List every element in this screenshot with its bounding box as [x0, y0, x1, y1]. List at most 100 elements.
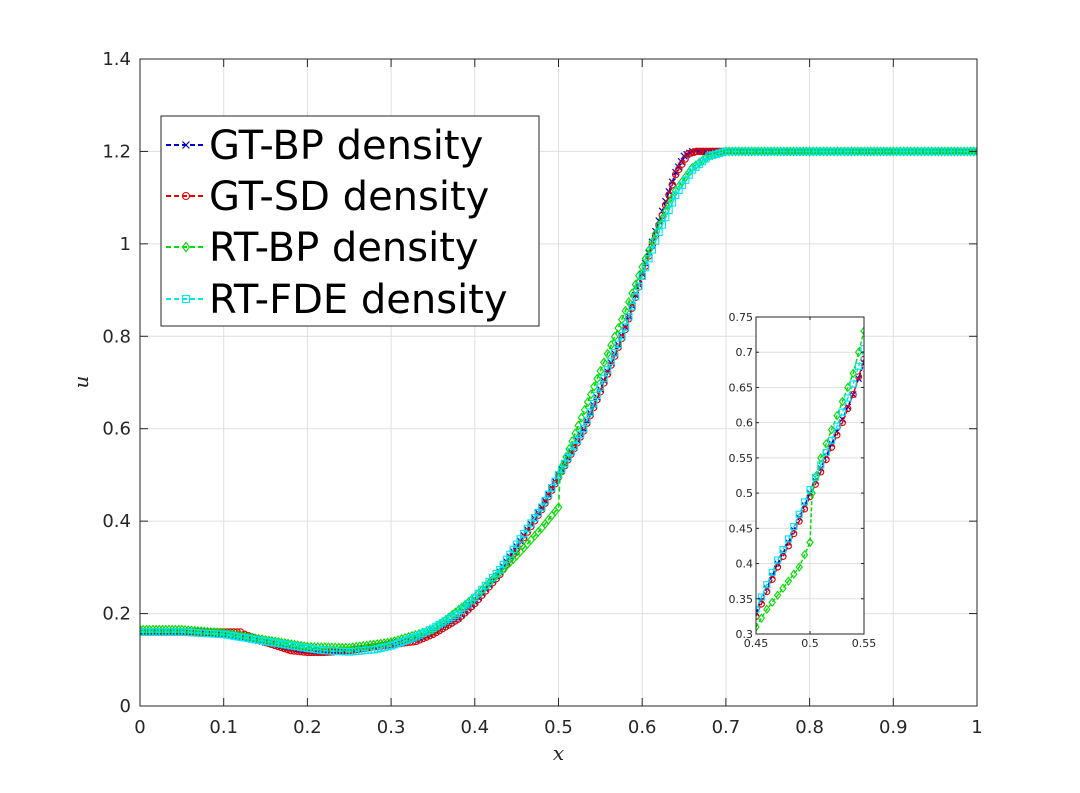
main-marker-rt-bp-density	[957, 146, 965, 157]
main-marker-rt-bp-density	[645, 245, 653, 256]
main-marker-rt-bp-density	[802, 146, 811, 157]
main-marker-rt-bp-density	[953, 146, 962, 157]
main-marker-rt-bp-density	[833, 146, 842, 157]
inset-marker-rt-bp-density	[756, 622, 760, 632]
inset-marker-rt-fde-density	[817, 461, 825, 469]
main-marker-rt-bp-density	[870, 146, 878, 157]
inset-marker-rt-fde-density	[795, 510, 803, 518]
main-marker-rt-bp-density	[853, 146, 862, 157]
main-marker-rt-bp-density	[950, 146, 959, 157]
inset-marker-gt-sd-density	[790, 530, 798, 538]
inset-y-tick-label: 0.7	[736, 346, 754, 359]
main-marker-rt-bp-density	[927, 146, 936, 157]
main-marker-rt-fde-density	[641, 263, 650, 272]
main-marker-rt-bp-density	[812, 146, 821, 157]
main-marker-rt-bp-density	[816, 146, 824, 157]
main-y-tick-label: 0.2	[102, 604, 131, 625]
main-x-tick-label: 1	[971, 717, 982, 738]
inset-x-tick-label: 0.55	[852, 637, 877, 650]
main-y-tick-label: 1.2	[102, 141, 131, 162]
main-marker-rt-bp-density	[757, 146, 766, 157]
main-marker-rt-fde-density	[621, 323, 630, 331]
inset-marker-gt-bp-density	[756, 609, 760, 617]
inset-series-layer	[756, 326, 864, 632]
main-marker-rt-bp-density	[920, 146, 929, 157]
main-y-tick-label: 0.4	[102, 511, 131, 532]
inset-marker-rt-bp-density	[860, 326, 864, 336]
main-marker-rt-bp-density	[876, 146, 885, 157]
main-marker-rt-bp-density	[458, 602, 466, 613]
inset-marker-rt-fde-density	[849, 380, 857, 388]
main-marker-rt-bp-density	[744, 146, 753, 157]
main-marker-rt-bp-density	[882, 146, 891, 157]
main-marker-rt-bp-density	[641, 253, 650, 264]
legend-label: GT-SD density	[209, 174, 489, 220]
main-marker-rt-bp-density	[429, 624, 437, 635]
main-marker-rt-bp-density	[763, 146, 772, 157]
main-marker-rt-bp-density	[966, 146, 975, 157]
main-marker-rt-bp-density	[747, 146, 756, 157]
main-marker-rt-bp-density	[860, 146, 869, 157]
legend-label: RT-FDE density	[209, 277, 508, 323]
main-marker-rt-bp-density	[738, 146, 746, 157]
inset-marker-rt-fde-density	[822, 449, 830, 457]
inset-marker-rt-fde-density	[757, 593, 765, 601]
inset-marker-rt-bp-density	[849, 368, 857, 379]
main-marker-rt-bp-density	[809, 146, 817, 157]
main-marker-rt-bp-density	[767, 146, 775, 157]
main-marker-rt-bp-density	[960, 146, 969, 157]
main-marker-rt-bp-density	[805, 146, 814, 157]
main-x-tick-label: 0.4	[460, 717, 489, 738]
main-marker-rt-bp-density	[847, 146, 856, 157]
inset-marker-gt-sd-density	[833, 431, 841, 439]
main-marker-rt-fde-density	[596, 383, 605, 391]
main-marker-rt-bp-density	[844, 146, 852, 157]
main-marker-rt-bp-density	[355, 641, 364, 652]
inset-marker-rt-fde-density	[801, 498, 809, 506]
main-marker-rt-bp-density	[750, 146, 759, 157]
inset-x-tick-label: 0.45	[744, 637, 769, 650]
main-marker-rt-bp-density	[770, 146, 779, 157]
main-marker-rt-bp-density	[886, 146, 894, 157]
main-marker-rt-bp-density	[819, 146, 828, 157]
main-marker-rt-bp-density	[754, 146, 762, 157]
main-marker-rt-bp-density	[779, 146, 788, 157]
main-marker-rt-fde-density	[603, 366, 612, 374]
legend-box	[160, 115, 540, 327]
legend-swatch-marker	[181, 294, 191, 304]
inset-y-tick-label: 0.5	[736, 487, 754, 500]
main-marker-rt-fde-density	[593, 391, 601, 400]
main-marker-rt-bp-density	[857, 146, 866, 157]
y-axis-label: u	[69, 376, 93, 389]
main-marker-rt-bp-density	[823, 146, 831, 157]
main-marker-rt-bp-density	[866, 146, 875, 157]
main-series-layer	[140, 146, 977, 657]
main-marker-rt-bp-density	[830, 146, 838, 157]
main-marker-rt-fde-density	[661, 213, 670, 222]
legend-item-gt-sd-density: GT-SD density	[166, 174, 489, 220]
main-marker-rt-bp-density	[906, 146, 915, 157]
main-x-tick-label: 0.8	[795, 717, 824, 738]
main-marker-rt-fde-density	[610, 349, 619, 357]
main-marker-rt-fde-density	[607, 357, 615, 366]
main-marker-rt-bp-density	[658, 213, 667, 224]
inset-marker-rt-bp-density	[800, 549, 809, 560]
main-marker-gt-bp-density	[548, 484, 556, 492]
main-marker-rt-bp-density	[937, 146, 946, 157]
inset-marker-rt-bp-density	[806, 537, 814, 548]
main-marker-rt-bp-density	[786, 146, 795, 157]
main-marker-rt-bp-density	[931, 146, 940, 157]
main-marker-rt-bp-density	[873, 146, 882, 157]
inset-marker-rt-fde-density	[774, 556, 782, 564]
main-marker-rt-bp-density	[863, 146, 872, 157]
main-y-tick-label: 0.8	[102, 326, 131, 347]
main-y-tick-label: 1.4	[102, 49, 131, 70]
main-marker-rt-bp-density	[366, 639, 375, 651]
main-marker-rt-bp-density	[910, 146, 919, 157]
main-marker-rt-bp-density	[892, 146, 901, 157]
inset-marker-rt-bp-density	[784, 576, 793, 586]
inset-marker-rt-fde-density	[763, 581, 771, 589]
main-x-tick-label: 0.1	[209, 717, 238, 738]
main-marker-rt-bp-density	[320, 642, 329, 653]
